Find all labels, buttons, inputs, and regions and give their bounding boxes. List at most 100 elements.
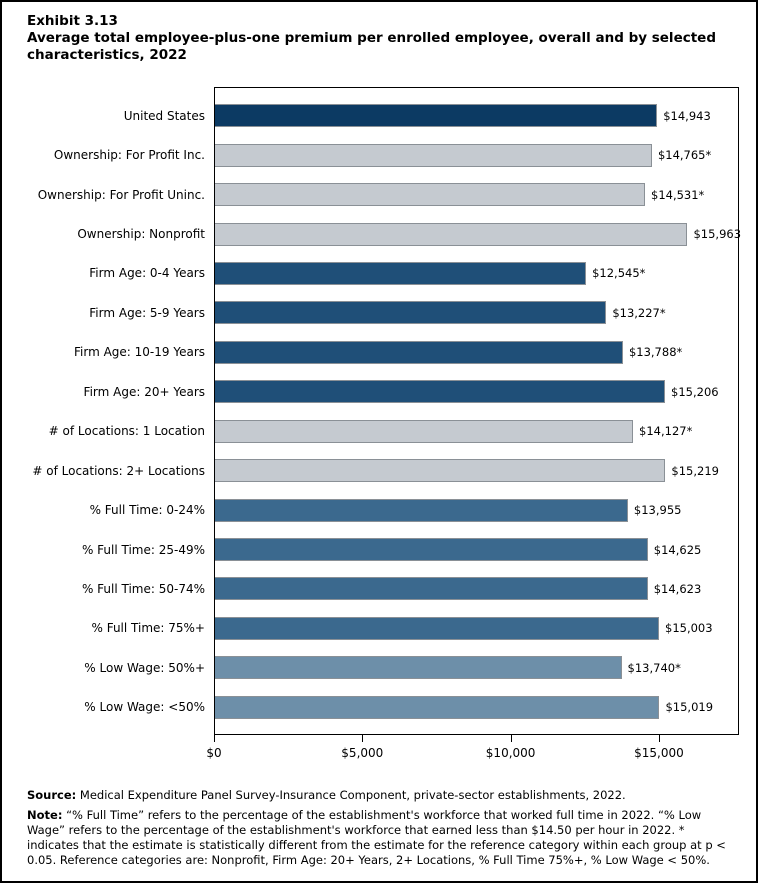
value-label: $12,545* bbox=[592, 266, 646, 281]
bar bbox=[214, 459, 666, 483]
bar-row: % Full Time: 25-49% $14,625 bbox=[2, 530, 739, 569]
bar bbox=[214, 261, 587, 285]
bar bbox=[214, 577, 648, 601]
x-tick-label: $15,000 bbox=[634, 746, 684, 760]
category-label: Ownership: For Profit Uninc. bbox=[37, 187, 205, 202]
value-label: $13,740* bbox=[627, 660, 681, 675]
bar-row: Ownership: Nonprofit $15,963 bbox=[2, 214, 741, 253]
category-label: # of Locations: 1 Location bbox=[48, 424, 205, 439]
category-label: Ownership: For Profit Inc. bbox=[53, 148, 205, 163]
category-label: % Full Time: 25-49% bbox=[81, 542, 205, 557]
bar bbox=[214, 222, 688, 246]
bar bbox=[214, 656, 622, 680]
bar-row: # of Locations: 1 Location $14,127* bbox=[2, 412, 739, 451]
bar-row: Ownership: For Profit Inc. $14,765* bbox=[2, 135, 739, 174]
source-text: Medical Expenditure Panel Survey-Insuran… bbox=[76, 788, 626, 802]
bar-row: % Full Time: 0-24% $13,955 bbox=[2, 490, 739, 529]
x-axis: $0 $5,000 $10,000 $15,000 bbox=[206, 735, 739, 765]
note-label: Note: bbox=[27, 808, 63, 822]
bar-row: Ownership: For Profit Uninc. $14,531* bbox=[2, 175, 739, 214]
title-block: Exhibit 3.13 Average total employee-plus… bbox=[27, 13, 722, 64]
bar-track: $13,740* bbox=[214, 656, 739, 680]
category-label: Firm Age: 5-9 Years bbox=[89, 305, 205, 320]
bar bbox=[214, 301, 607, 325]
bar-row: Firm Age: 20+ Years $15,206 bbox=[2, 372, 739, 411]
bar-track: $14,625 bbox=[214, 538, 739, 562]
bar-track: $15,019 bbox=[214, 695, 739, 719]
bar-track: $13,955 bbox=[214, 498, 739, 522]
value-label: $13,788* bbox=[628, 345, 683, 360]
bar bbox=[214, 183, 645, 207]
value-label: $13,955 bbox=[633, 503, 682, 518]
category-label: # of Locations: 2+ Locations bbox=[32, 463, 205, 478]
value-label: $15,019 bbox=[665, 700, 714, 715]
category-label: United States bbox=[123, 108, 205, 123]
value-label: $14,625 bbox=[653, 542, 702, 557]
bar bbox=[214, 538, 648, 562]
bar-row: Firm Age: 10-19 Years $13,788* bbox=[2, 333, 739, 372]
x-tick bbox=[362, 735, 364, 742]
bar-track: $15,003 bbox=[214, 616, 739, 640]
bar-track: $15,206 bbox=[214, 380, 739, 404]
bar bbox=[214, 498, 628, 522]
x-tick bbox=[510, 735, 512, 742]
source-line: Source: Medical Expenditure Panel Survey… bbox=[27, 788, 739, 803]
bar-track: $14,765* bbox=[214, 143, 739, 167]
bar-track: $12,545* bbox=[214, 261, 739, 285]
bar-row: % Low Wage: 50%+ $13,740* bbox=[2, 648, 739, 687]
bar-row: Firm Age: 5-9 Years $13,227* bbox=[2, 293, 739, 332]
bar-row: Firm Age: 0-4 Years $12,545* bbox=[2, 254, 739, 293]
bar-track: $15,963 bbox=[214, 222, 741, 246]
bar-track: $13,227* bbox=[214, 301, 739, 325]
category-label: Firm Age: 20+ Years bbox=[83, 384, 205, 399]
x-tick bbox=[214, 735, 215, 742]
category-label: Firm Age: 10-19 Years bbox=[74, 345, 205, 360]
value-label: $14,765* bbox=[657, 148, 712, 163]
bar-track: $14,943 bbox=[214, 104, 739, 128]
bar-row: % Full Time: 75%+ $15,003 bbox=[2, 609, 739, 648]
bar bbox=[214, 104, 658, 128]
value-label: $14,531* bbox=[651, 187, 705, 202]
value-label: $14,623 bbox=[653, 581, 702, 596]
bar-chart: United States $14,943 Ownership: For Profi… bbox=[2, 87, 756, 787]
value-label: $14,943 bbox=[663, 108, 711, 123]
category-label: Ownership: Nonprofit bbox=[77, 227, 205, 242]
category-label: Firm Age: 0-4 Years bbox=[89, 266, 205, 281]
chart-title: Average total employee-plus-one premium … bbox=[27, 30, 716, 63]
bar-track: $14,531* bbox=[214, 183, 739, 207]
bar-track: $15,219 bbox=[214, 459, 739, 483]
value-label: $15,003 bbox=[665, 621, 713, 636]
bar bbox=[214, 340, 623, 364]
bar bbox=[214, 616, 659, 640]
category-label: % Low Wage: 50%+ bbox=[84, 660, 205, 675]
exhibit-number: Exhibit 3.13 bbox=[27, 13, 118, 29]
bar-row: # of Locations: 2+ Locations $15,219 bbox=[2, 451, 739, 490]
bar-row: United States $14,943 bbox=[2, 96, 739, 135]
category-label: % Full Time: 75%+ bbox=[91, 621, 205, 636]
value-label: $15,219 bbox=[671, 463, 719, 478]
bar-track: $13,788* bbox=[214, 340, 739, 364]
bar-track: $14,623 bbox=[214, 577, 739, 601]
bar bbox=[214, 143, 652, 167]
plot-rows: United States $14,943 Ownership: For Profi… bbox=[2, 87, 741, 735]
x-tick-label: $10,000 bbox=[485, 746, 536, 760]
bar bbox=[214, 419, 634, 443]
bar bbox=[214, 380, 666, 404]
category-label: % Full Time: 50-74% bbox=[81, 581, 205, 596]
x-tick-label: $5,000 bbox=[341, 746, 384, 760]
value-label: $15,206 bbox=[671, 384, 719, 399]
bar-row: % Low Wage: <50% $15,019 bbox=[2, 688, 739, 727]
x-tick-label: $0 bbox=[206, 746, 222, 760]
bar-row: % Full Time: 50-74% $14,623 bbox=[2, 569, 739, 608]
bar-track: $14,127* bbox=[214, 419, 739, 443]
note-line: Note: “% Full Time” refers to the percen… bbox=[27, 808, 739, 868]
category-label: % Low Wage: <50% bbox=[84, 700, 205, 715]
source-label: Source: bbox=[27, 788, 77, 802]
category-label: % Full Time: 0-24% bbox=[89, 503, 205, 518]
value-label: $14,127* bbox=[639, 424, 693, 439]
value-label: $13,227* bbox=[612, 305, 666, 320]
bar bbox=[214, 695, 660, 719]
footer: Source: Medical Expenditure Panel Survey… bbox=[27, 788, 739, 868]
x-tick bbox=[658, 735, 660, 742]
